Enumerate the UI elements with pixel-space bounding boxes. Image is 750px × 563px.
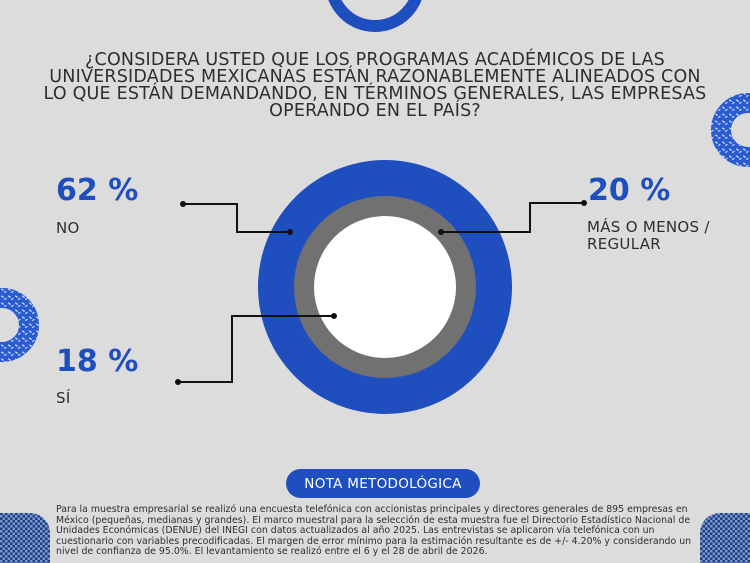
value-label-no: 62 %	[56, 173, 139, 208]
leader-dot-si-outer	[175, 379, 181, 385]
category-label-si: SÍ	[56, 389, 71, 407]
leader-dot-regular-inner	[438, 229, 444, 235]
category-label-regular-line1: MÁS O MENOS /	[587, 218, 710, 236]
methodology-text: Para la muestra empresarial se realizó u…	[56, 504, 692, 558]
leader-dot-no-inner	[287, 229, 293, 235]
leader-line-si	[178, 315, 334, 383]
methodology-badge: NOTA METODOLÓGICA	[286, 469, 480, 498]
left-ring-shape	[0, 288, 39, 362]
bottom-left-grid-shape	[0, 513, 50, 563]
leader-dot-no-outer	[180, 201, 186, 207]
top-ring-shape	[328, 0, 422, 32]
value-label-si: 18 %	[56, 344, 139, 379]
leader-dot-si-inner	[331, 313, 337, 319]
category-label-regular-line2: REGULAR	[587, 235, 661, 253]
category-label-no: NO	[56, 219, 80, 237]
ring-si	[314, 216, 456, 358]
value-label-regular: 20 %	[588, 173, 671, 208]
leader-line-no	[183, 203, 290, 233]
survey-question: ¿CONSIDERA USTED QUE LOS PROGRAMAS ACADÉ…	[43, 50, 707, 121]
bottom-right-grid-shape	[700, 513, 750, 563]
right-ring-shape	[711, 93, 750, 167]
leader-line-regular	[441, 202, 584, 233]
leader-dot-regular-outer	[581, 200, 587, 206]
